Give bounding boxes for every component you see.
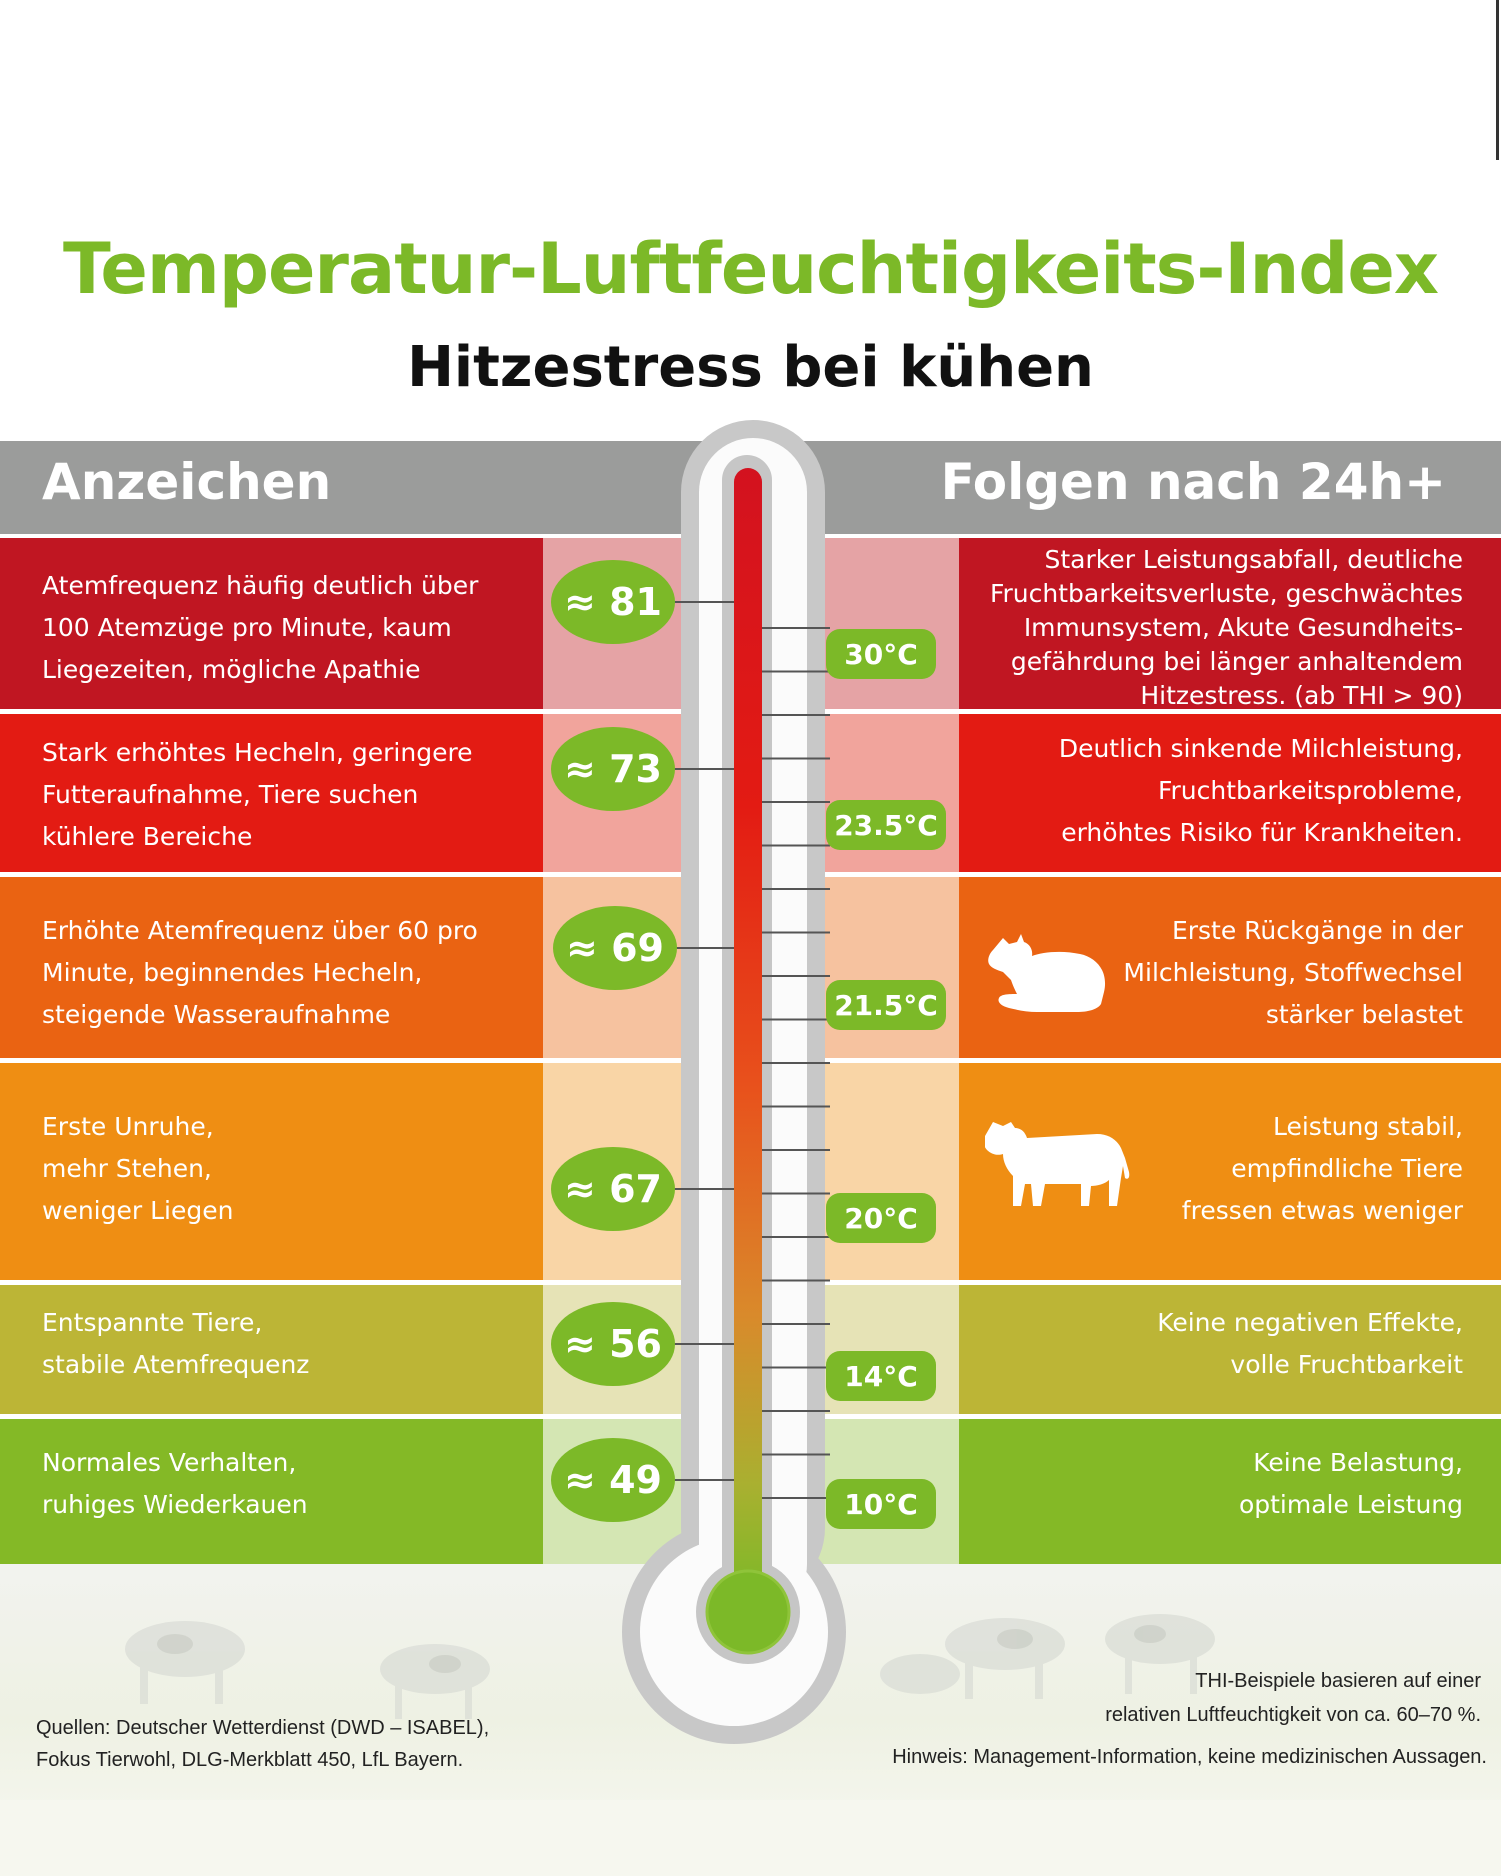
consequences-text: Leistung stabil, empfindliche Tiere fres… [1181, 1112, 1463, 1225]
temperature-badge: 10°C [826, 1479, 936, 1529]
temperature-badge: 14°C [826, 1351, 936, 1401]
header-consequences: Folgen nach 24h+ [940, 453, 1446, 511]
consequences-text: Keine negativen Effekte, volle Fruchtbar… [1157, 1308, 1463, 1379]
thi-value-badge: ≈ 81 [551, 560, 675, 644]
temperature-badge: 20°C [826, 1193, 936, 1243]
thermometer-mercury-bulb [707, 1571, 789, 1653]
thi-value-badge: ≈ 73 [551, 727, 675, 811]
page-title: Temperatur-Luftfeuchtigkeits-Index [62, 228, 1439, 310]
standing-cow-icon [985, 1122, 1130, 1206]
sources-text: Quellen: Deutscher Wetterdienst (DWD – I… [36, 1717, 490, 1771]
consequences-text: Erste Rückgänge in der Milchleistung, St… [1123, 916, 1463, 1029]
signs-text: Entspannte Tiere, stabile Atemfrequenz [42, 1308, 310, 1379]
band-left-fill [0, 714, 543, 872]
disclaimer-text: Hinweis: Management-Information, keine m… [892, 1746, 1487, 1768]
band-right-fill [959, 538, 1501, 709]
thermometer-ticks [762, 627, 830, 1499]
thermometer-mercury [734, 468, 762, 1598]
signs-text: Erhöhte Atemfrequenz über 60 pro Minute,… [42, 916, 478, 1029]
thi-value-badge: ≈ 67 [551, 1147, 675, 1231]
band-left-fill [0, 1285, 543, 1414]
band-left-fill [0, 1063, 543, 1280]
thi-value-badge: ≈ 56 [551, 1302, 675, 1386]
corner-rule [1496, 0, 1499, 160]
temperature-badge: 23.5°C [826, 800, 946, 850]
page-subtitle: Hitzestress bei kühen [407, 335, 1094, 400]
signs-text: Atemfrequenz häufig deutlich über 100 At… [42, 571, 479, 684]
band-left-fill [0, 538, 543, 709]
band-right-fill [959, 1419, 1501, 1564]
temperature-badge: 21.5°C [826, 980, 946, 1030]
signs-text: Stark erhöhtes Hecheln, geringere Futter… [42, 738, 473, 851]
band-right-fill [959, 714, 1501, 872]
consequences-text: Keine Belastung, optimale Leistung [1238, 1448, 1463, 1519]
band-right-fill [959, 1285, 1501, 1414]
background-cows-illustration [125, 1614, 1215, 1719]
thi-value-badge: ≈ 49 [551, 1438, 675, 1522]
lying-cow-icon [988, 934, 1106, 1012]
thi-connector-lines [671, 601, 734, 1481]
band-left-fill [0, 877, 543, 1058]
signs-text: Erste Unruhe, mehr Stehen, weniger Liege… [42, 1112, 234, 1225]
consequences-text: Deutlich sinkende Milchleistung, Fruchtb… [1058, 734, 1463, 847]
header-signs: Anzeichen [42, 453, 332, 511]
thi-value-badge: ≈ 69 [553, 906, 677, 990]
band-left-fill [0, 1419, 543, 1564]
consequences-text: Starker Leistungsabfall, deutliche Fruch… [989, 545, 1463, 710]
signs-text: Normales Verhalten, ruhiges Wiederkauen [42, 1448, 308, 1519]
bottom-strip [0, 1800, 1501, 1876]
humidity-note: THI-Beispiele basieren auf einer relativ… [1105, 1670, 1481, 1726]
temperature-badge: 30°C [826, 629, 936, 679]
